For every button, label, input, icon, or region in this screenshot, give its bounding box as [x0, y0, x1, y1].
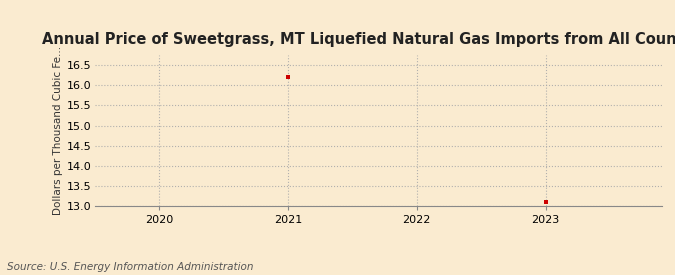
Title: Annual Price of Sweetgrass, MT Liquefied Natural Gas Imports from All Countries: Annual Price of Sweetgrass, MT Liquefied… — [42, 32, 675, 47]
Y-axis label: Dollars per Thousand Cubic Fe...: Dollars per Thousand Cubic Fe... — [53, 46, 63, 215]
Text: Source: U.S. Energy Information Administration: Source: U.S. Energy Information Administ… — [7, 262, 253, 272]
